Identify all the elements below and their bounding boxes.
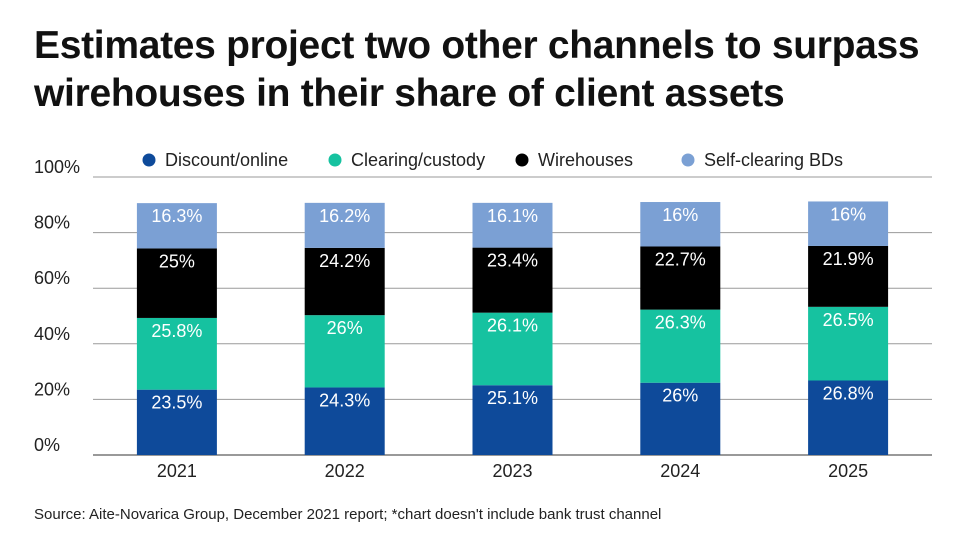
y-tick-label: 80% xyxy=(34,213,70,233)
x-tick-label: 2025 xyxy=(828,461,868,481)
data-label: 25.8% xyxy=(151,321,202,341)
legend-marker xyxy=(328,153,342,167)
bar-segment xyxy=(304,247,385,316)
x-tick-label: 2024 xyxy=(660,461,700,481)
legend-marker xyxy=(515,153,529,167)
bar-segment xyxy=(472,385,553,455)
bar-segment xyxy=(136,317,217,390)
data-label: 23.4% xyxy=(487,251,538,271)
y-tick-label: 60% xyxy=(34,268,70,288)
data-label: 26% xyxy=(327,318,363,338)
bar-segment xyxy=(472,202,553,248)
data-label: 26% xyxy=(662,386,698,406)
bar-segment xyxy=(472,247,553,313)
legend: Discount/online Clearing/custody Wirehouse… xyxy=(142,150,843,170)
legend-marker xyxy=(681,153,695,167)
legend-label: Discount/online xyxy=(165,150,288,170)
bar-segment xyxy=(808,201,889,246)
x-axis-ticks: 2021 2022 2023 2024 2025 xyxy=(157,461,868,481)
data-label: 21.9% xyxy=(823,249,874,269)
y-tick-label: 40% xyxy=(34,324,70,344)
bar-segment xyxy=(808,245,889,307)
bar-segment xyxy=(304,315,385,388)
bar-segment xyxy=(640,382,721,455)
chart-title: Estimates project two other channels to … xyxy=(34,24,920,115)
bar-segment xyxy=(304,387,385,455)
data-label: 16.2% xyxy=(319,206,370,226)
data-label: 25.1% xyxy=(487,388,538,408)
bar-segment xyxy=(808,380,889,455)
legend-label: Wirehouses xyxy=(538,150,633,170)
source-note: Source: Aite-Novarica Group, December 20… xyxy=(34,506,662,523)
bar-segment xyxy=(136,248,217,318)
legend-label: Clearing/custody xyxy=(351,150,485,170)
bar-segment xyxy=(472,312,553,386)
data-label: 26.8% xyxy=(823,383,874,403)
legend-label: Self-clearing BDs xyxy=(704,150,843,170)
y-tick-label: 100% xyxy=(34,157,80,177)
data-label: 24.3% xyxy=(319,390,370,410)
bar-segment xyxy=(640,246,721,310)
y-axis-ticks: 0% 20% 40% 60% 80% 100% xyxy=(34,157,80,455)
bar-segment xyxy=(136,203,217,249)
data-label: 26.5% xyxy=(823,310,874,330)
data-label: 25% xyxy=(159,251,195,271)
data-label: 16.1% xyxy=(487,206,538,226)
data-label: 16% xyxy=(830,204,866,224)
bar-segment xyxy=(640,309,721,383)
data-label: 24.2% xyxy=(319,251,370,271)
bar-segment xyxy=(136,389,217,455)
data-label: 26.1% xyxy=(487,316,538,336)
bar-segment xyxy=(304,202,385,248)
legend-marker xyxy=(142,153,156,167)
data-label: 26.3% xyxy=(655,313,706,333)
y-tick-label: 0% xyxy=(34,435,60,455)
data-label: 16.3% xyxy=(151,206,202,226)
bars: 23.5% 25.8% 25% 16.3% 24.3% 26% 24.2% 16.2% 25.1… xyxy=(136,201,889,455)
x-tick-label: 2022 xyxy=(325,461,365,481)
bar-segment xyxy=(640,202,721,247)
x-tick-label: 2021 xyxy=(157,461,197,481)
x-tick-label: 2023 xyxy=(492,461,532,481)
data-label: 22.7% xyxy=(655,250,706,270)
bar-segment xyxy=(808,306,889,381)
data-label: 16% xyxy=(662,205,698,225)
y-tick-label: 20% xyxy=(34,379,70,399)
data-label: 23.5% xyxy=(151,393,202,413)
